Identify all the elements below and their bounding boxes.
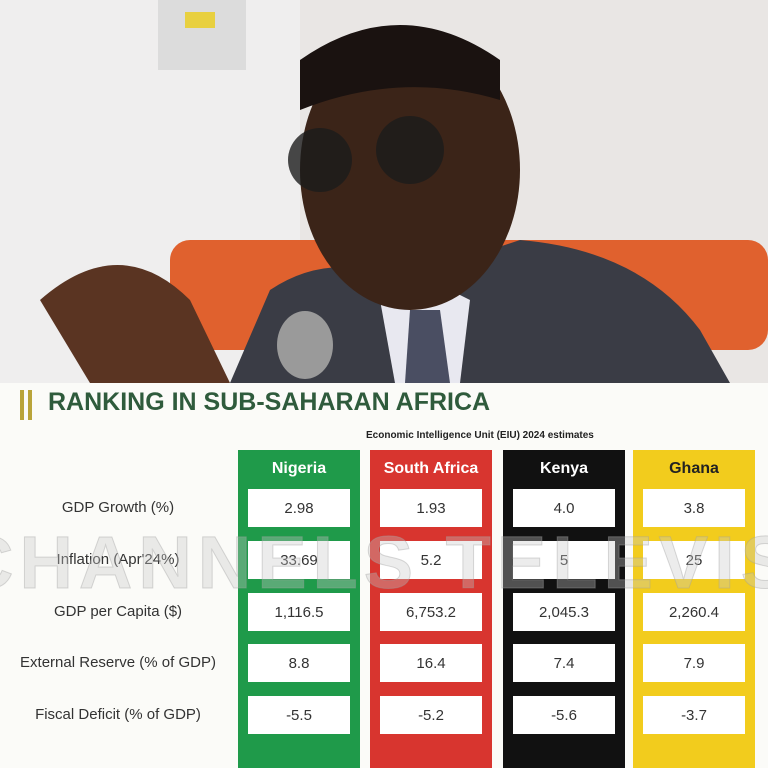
table-cell: 1.93	[380, 489, 482, 527]
row-label: External Reserve (% of GDP)	[20, 654, 216, 671]
table-cell: 3.8	[643, 489, 745, 527]
watermark: CHANNELS TELEVISION	[0, 521, 768, 605]
title: RANKING IN SUB-SAHARAN AFRICA	[48, 388, 491, 416]
table-cell: -5.5	[248, 696, 350, 734]
column-header: Ghana	[669, 460, 719, 477]
row-label: Inflation (Apr'24%)	[56, 551, 180, 568]
row-label: GDP Growth (%)	[61, 499, 175, 516]
subtitle: Economic Intelligence Unit (EIU) 2024 es…	[366, 430, 594, 441]
table-cell: 7.4	[513, 644, 615, 682]
table-cell: -5.6	[513, 696, 615, 734]
column-header: South Africa	[383, 460, 479, 477]
row-label: GDP per Capita ($)	[53, 603, 183, 620]
table-cell: -5.2	[380, 696, 482, 734]
title-bar	[20, 390, 24, 420]
table-cell: 2.98	[248, 489, 350, 527]
table-cell: 5.2	[380, 541, 482, 579]
photo	[0, 0, 768, 383]
column-header: Kenya	[539, 460, 589, 477]
table-cell: 33.69	[248, 541, 350, 579]
table-cell: 8.8	[248, 644, 350, 682]
table-cell: 2,260.4	[643, 593, 745, 631]
table-cell: 5	[513, 541, 615, 579]
column-header: Nigeria	[271, 460, 327, 477]
row-label: Fiscal Deficit (% of GDP)	[35, 706, 201, 723]
table-cell: 7.9	[643, 644, 745, 682]
table-cell: 6,753.2	[380, 593, 482, 631]
table-cell: 2,045.3	[513, 593, 615, 631]
table-cell: -3.7	[643, 696, 745, 734]
table-cell: 16.4	[380, 644, 482, 682]
title-bar	[28, 390, 32, 420]
table-cell: 25	[643, 541, 745, 579]
table-cell: 4.0	[513, 489, 615, 527]
table-cell: 1,116.5	[248, 593, 350, 631]
